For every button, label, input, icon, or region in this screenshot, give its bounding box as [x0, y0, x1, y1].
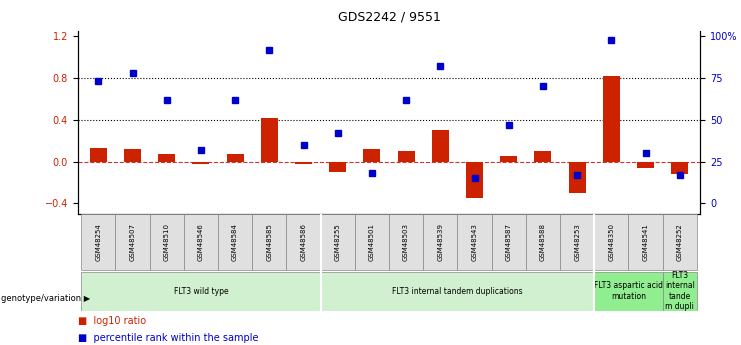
Text: GSM48510: GSM48510	[164, 223, 170, 261]
Bar	[82, 214, 116, 270]
Bar	[261, 118, 278, 162]
Bar	[193, 162, 210, 164]
Bar	[116, 214, 150, 270]
Text: GSM48584: GSM48584	[232, 223, 238, 261]
Text: GSM48507: GSM48507	[130, 223, 136, 261]
Text: FLT3 aspartic acid
mutation: FLT3 aspartic acid mutation	[594, 282, 663, 301]
Bar	[457, 214, 491, 270]
Text: FLT3
internal
tande
m dupli: FLT3 internal tande m dupli	[665, 271, 694, 311]
Text: ■  log10 ratio: ■ log10 ratio	[78, 316, 146, 326]
Bar	[491, 214, 526, 270]
Text: GSM48503: GSM48503	[403, 223, 409, 261]
Bar	[355, 214, 389, 270]
Bar	[398, 151, 415, 162]
Text: GSM48587: GSM48587	[505, 223, 512, 261]
Text: GSM48546: GSM48546	[198, 223, 204, 261]
Bar	[158, 154, 176, 162]
Bar	[218, 214, 252, 270]
Bar	[594, 272, 662, 310]
Bar	[637, 162, 654, 168]
Bar	[662, 214, 697, 270]
Bar	[295, 162, 312, 164]
Bar	[526, 214, 560, 270]
Bar	[500, 156, 517, 162]
Bar	[466, 162, 483, 198]
Text: FLT3 wild type: FLT3 wild type	[173, 287, 228, 296]
Bar	[363, 149, 380, 162]
Bar	[602, 76, 620, 162]
Text: GDS2242 / 9551: GDS2242 / 9551	[338, 10, 440, 23]
Bar	[423, 214, 457, 270]
Bar	[287, 214, 321, 270]
Bar	[321, 272, 594, 310]
Text: ■  percentile rank within the sample: ■ percentile rank within the sample	[78, 333, 259, 343]
Bar	[321, 214, 355, 270]
Bar	[432, 130, 449, 162]
Bar	[662, 272, 697, 310]
Bar	[389, 214, 423, 270]
Text: GSM48539: GSM48539	[437, 223, 443, 261]
Text: GSM48252: GSM48252	[677, 223, 682, 261]
Text: GSM48543: GSM48543	[471, 223, 477, 261]
Text: GSM48541: GSM48541	[642, 223, 648, 261]
Bar	[227, 154, 244, 162]
Bar	[124, 149, 141, 162]
Text: GSM48586: GSM48586	[301, 223, 307, 261]
Bar	[568, 162, 585, 193]
Bar	[594, 214, 628, 270]
Bar	[534, 151, 551, 162]
Bar	[82, 272, 321, 310]
Text: GSM48588: GSM48588	[540, 223, 546, 261]
Text: GSM48350: GSM48350	[608, 223, 614, 261]
Bar	[329, 162, 346, 172]
Bar	[90, 148, 107, 162]
Bar	[150, 214, 184, 270]
Bar	[252, 214, 287, 270]
Bar	[671, 162, 688, 174]
Text: GSM48253: GSM48253	[574, 223, 580, 261]
Text: GSM48585: GSM48585	[266, 223, 273, 261]
Text: GSM48501: GSM48501	[369, 223, 375, 261]
Bar	[184, 214, 218, 270]
Text: GSM48255: GSM48255	[335, 223, 341, 261]
Text: genotype/variation ▶: genotype/variation ▶	[1, 294, 90, 303]
Text: GSM48254: GSM48254	[96, 223, 102, 261]
Bar	[560, 214, 594, 270]
Text: FLT3 internal tandem duplications: FLT3 internal tandem duplications	[392, 287, 522, 296]
Bar	[628, 214, 662, 270]
